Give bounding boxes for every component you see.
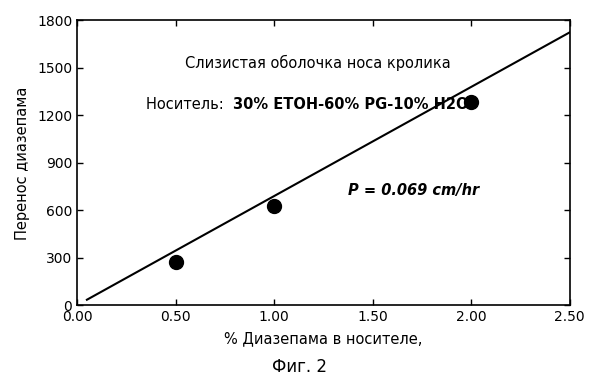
Text: Слизистая оболочка носа кролика: Слизистая оболочка носа кролика	[185, 55, 451, 71]
Point	[171, 260, 181, 266]
Point	[466, 99, 476, 105]
Point	[269, 203, 279, 209]
Text: P = 0.069 cm/hr: P = 0.069 cm/hr	[348, 183, 479, 198]
Text: 30% ETOH-60% PG-10% H2O: 30% ETOH-60% PG-10% H2O	[233, 97, 469, 112]
X-axis label: % Диазепама в носителе,: % Диазепама в носителе,	[224, 331, 422, 346]
Text: Фиг. 2: Фиг. 2	[272, 358, 328, 376]
Y-axis label: Перенос диазепама: Перенос диазепама	[15, 86, 30, 239]
Text: Носитель:: Носитель:	[146, 97, 229, 112]
